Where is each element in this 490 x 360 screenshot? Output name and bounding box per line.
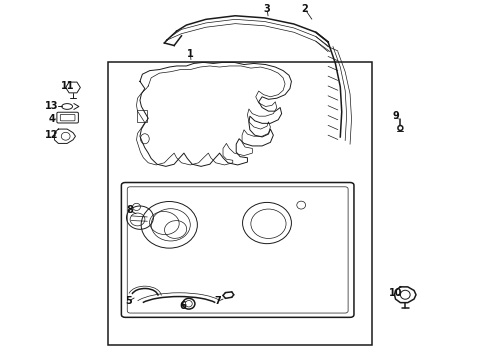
Bar	[137, 110, 147, 122]
Text: 9: 9	[392, 111, 399, 121]
Text: 12: 12	[45, 130, 59, 140]
Text: 10: 10	[389, 288, 402, 298]
Text: 11: 11	[61, 81, 75, 91]
Text: 8: 8	[127, 206, 134, 216]
Text: 6: 6	[179, 301, 186, 311]
Text: 13: 13	[45, 102, 59, 112]
Bar	[108, 62, 372, 345]
Text: 3: 3	[264, 4, 270, 14]
Text: 2: 2	[301, 4, 308, 14]
Text: 7: 7	[215, 296, 221, 306]
Text: 4: 4	[49, 114, 55, 124]
Text: 1: 1	[187, 49, 194, 59]
Text: 5: 5	[125, 296, 132, 306]
